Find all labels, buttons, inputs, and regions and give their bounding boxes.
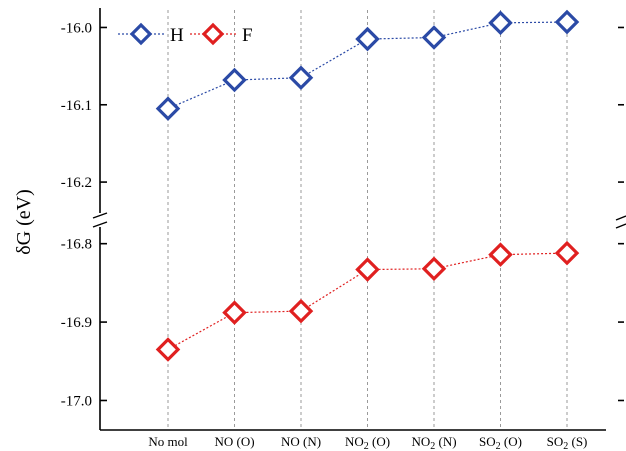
legend-label: F (242, 25, 253, 46)
data-point (355, 26, 380, 52)
data-point (155, 337, 181, 362)
legend-entry: H (118, 22, 184, 46)
y-tick-label: -16.9 (61, 315, 92, 331)
data-point (421, 25, 447, 50)
axis-break-marker (92, 212, 108, 228)
data-point (554, 9, 580, 35)
legend-marker (201, 22, 225, 46)
axes (92, 8, 626, 431)
data-point (288, 65, 314, 90)
y-tick-label: -16.1 (61, 98, 92, 114)
data-point (488, 242, 513, 267)
y-axis-title: δG (eV) (13, 189, 35, 255)
right-axis-break-marker (615, 215, 626, 229)
series (155, 9, 580, 362)
y-ticks: -16.0 -16.1 -16.2 -16.8 -16.9 -17.0 (61, 20, 624, 409)
data-point (421, 256, 447, 282)
series-F (155, 240, 580, 362)
y-tick-label: -17.0 (61, 393, 92, 409)
data-point (355, 257, 380, 282)
data-point (488, 10, 513, 36)
x-category-label: No mol (148, 434, 188, 449)
category-labels: No mol NO (O) NO (N) NO2 (O) NO2 (N) SO2 (O) S… (148, 434, 587, 451)
x-category-label: SO2 (O) (479, 434, 522, 451)
data-point (222, 300, 247, 325)
x-category-label: NO (N) (281, 434, 321, 449)
data-point (554, 240, 580, 266)
data-point (288, 298, 314, 324)
data-point (155, 96, 181, 121)
vertical-gridlines (167, 10, 568, 430)
x-category-label: NO2 (O) (345, 434, 390, 451)
y-tick-label: -16.8 (61, 237, 92, 253)
legend-entry: F (190, 22, 253, 46)
x-category-label: NO2 (N) (411, 434, 456, 451)
y-tick-label: -16.0 (61, 20, 92, 36)
legend-label: H (170, 25, 184, 46)
x-category-label: NO (O) (214, 434, 254, 449)
y-tick-label: -16.2 (61, 175, 92, 191)
legend-marker (129, 22, 153, 46)
series-H (155, 9, 580, 121)
data-point (222, 67, 247, 93)
x-category-label: SO2 (S) (547, 434, 588, 451)
